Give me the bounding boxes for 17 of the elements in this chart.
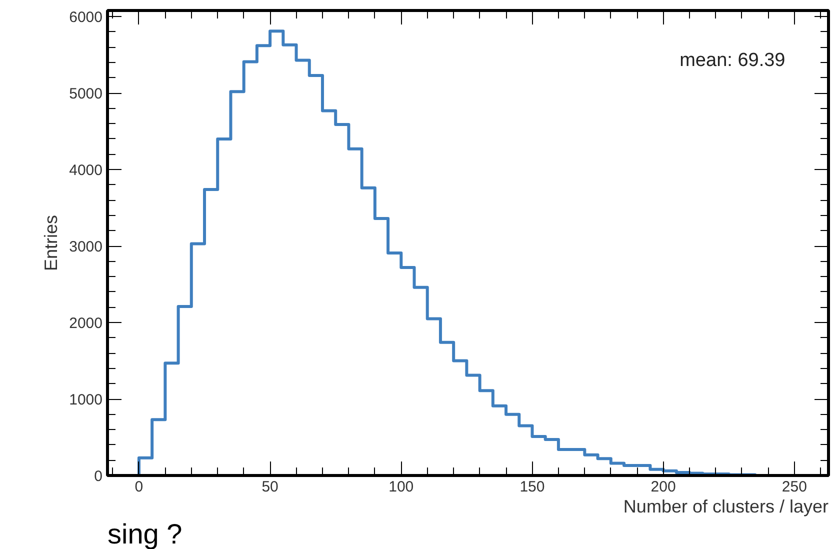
y-tick-label: 3000 [69,238,103,256]
y-tick-label: 2000 [69,315,103,332]
text: sing ? [108,518,182,549]
y-tick-label: 1000 [69,392,103,409]
y-tick-label: 0 [94,468,102,485]
y-axis-title: Entries [41,214,62,272]
x-tick-label: 200 [650,478,676,496]
x-tick-label: 100 [388,478,414,496]
x-tick-label: 0 [134,478,144,496]
annotation: mean: 69.39 [680,50,786,71]
x-axis-title: Number of clusters / layer [623,496,829,516]
x-tick-label: 250 [782,478,807,496]
y-tick-label: 6000 [69,9,103,26]
x-tick-label: 150 [520,478,545,496]
x-tick-label: 50 [262,478,278,496]
y-tick-label: 5000 [69,86,103,103]
y-tick-label: 4000 [69,162,103,180]
